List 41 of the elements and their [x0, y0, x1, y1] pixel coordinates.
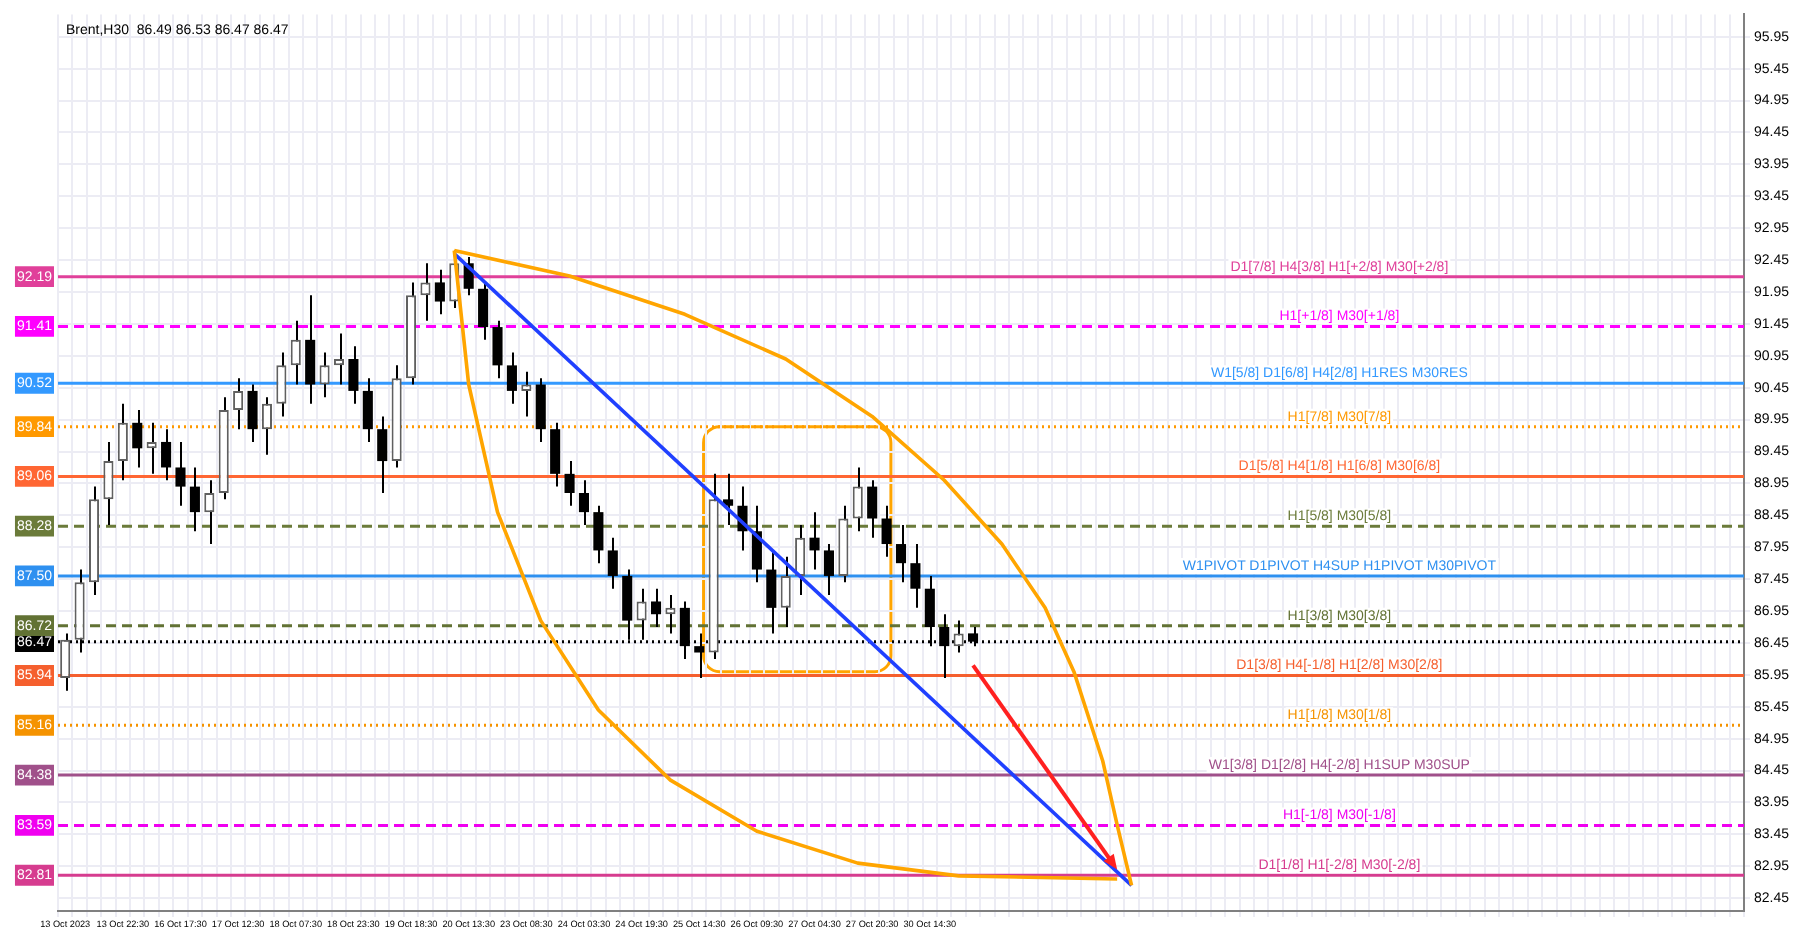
candlestick: [233, 377, 244, 431]
candlestick: [290, 319, 301, 386]
candlestick: [780, 555, 791, 628]
candlestick: [161, 428, 172, 482]
candlestick: [348, 345, 359, 405]
candlestick: [261, 396, 272, 456]
candlestick: [823, 543, 834, 597]
candlestick: [420, 262, 431, 322]
candlestick: [910, 543, 921, 609]
candlestick: [895, 523, 907, 584]
candlestick: [362, 377, 373, 443]
candlestick: [103, 440, 114, 526]
candlestick: [117, 402, 128, 482]
candlestick: [247, 383, 258, 443]
candlestick: [564, 460, 575, 507]
candlestick: [132, 409, 143, 469]
candlestick: [319, 351, 330, 399]
candlestick: [650, 587, 662, 628]
candlestick: [852, 466, 863, 533]
candlestick: [492, 319, 503, 380]
candlestick: [377, 415, 388, 494]
candlestick: [578, 479, 590, 526]
candlestick: [305, 294, 316, 405]
candlestick: [175, 440, 186, 507]
candlestick: [478, 281, 489, 341]
candlestick: [809, 511, 820, 571]
candlestick: [434, 268, 445, 316]
candlestick: [636, 587, 647, 641]
candlestick: [276, 351, 287, 418]
candlestick: [723, 472, 734, 526]
candlestick: [550, 421, 561, 488]
candlestick: [881, 504, 892, 558]
candlestick: [766, 549, 777, 635]
candlestick: [593, 504, 604, 565]
candlestick: [867, 479, 878, 539]
candlestick: [506, 351, 517, 405]
candlestick: [204, 479, 215, 546]
candlestick: [607, 536, 618, 590]
candlestick: [795, 523, 806, 597]
candlestick: [189, 466, 200, 533]
candlestick: [535, 377, 546, 443]
